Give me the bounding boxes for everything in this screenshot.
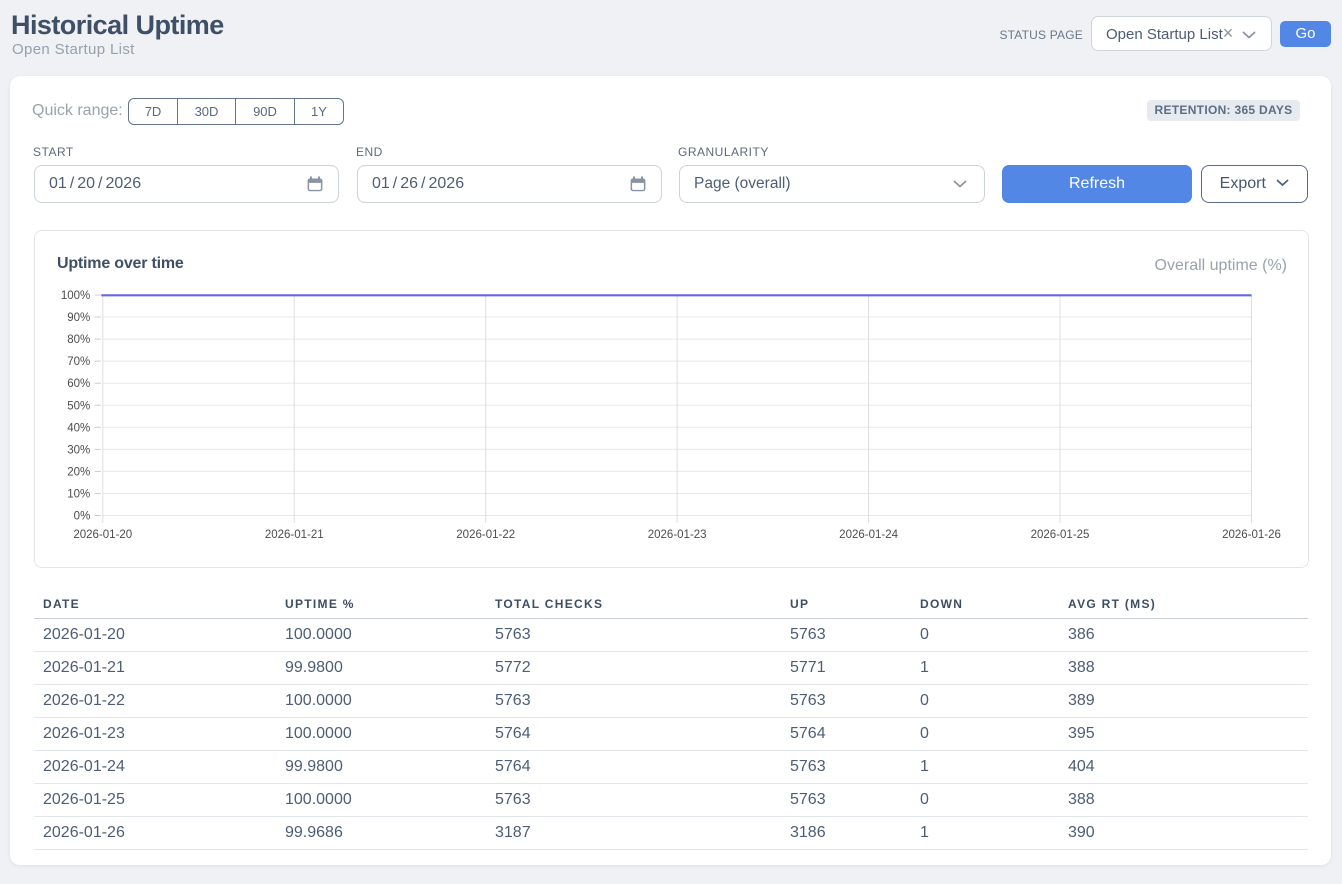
svg-text:90%: 90% [67, 312, 90, 324]
svg-text:2026-01-23: 2026-01-23 [648, 529, 707, 541]
svg-text:10%: 10% [67, 488, 90, 500]
svg-text:50%: 50% [67, 400, 90, 412]
svg-text:2026-01-22: 2026-01-22 [456, 529, 515, 541]
svg-text:40%: 40% [67, 422, 90, 434]
svg-text:2026-01-24: 2026-01-24 [839, 529, 898, 541]
svg-text:100%: 100% [61, 290, 90, 302]
svg-text:60%: 60% [67, 378, 90, 390]
svg-text:80%: 80% [67, 334, 90, 346]
svg-text:2026-01-20: 2026-01-20 [73, 529, 132, 541]
svg-text:2026-01-21: 2026-01-21 [265, 529, 324, 541]
svg-text:20%: 20% [67, 466, 90, 478]
svg-text:2026-01-26: 2026-01-26 [1222, 529, 1281, 541]
svg-text:0%: 0% [74, 511, 91, 523]
svg-text:70%: 70% [67, 356, 90, 368]
svg-text:2026-01-25: 2026-01-25 [1031, 529, 1090, 541]
svg-text:30%: 30% [67, 444, 90, 456]
